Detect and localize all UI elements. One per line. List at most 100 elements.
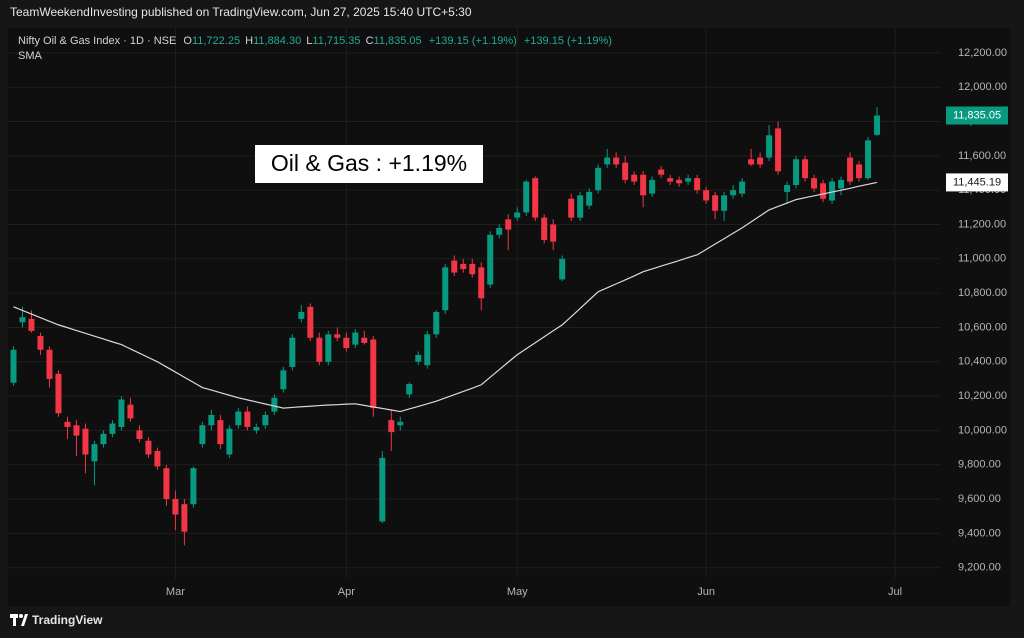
candle-body [649,179,656,194]
candle-body [244,411,251,427]
annotation-box [255,145,483,183]
candle-body [190,468,197,505]
candle-body [793,159,800,186]
candle-body [82,428,89,455]
indicator-name: SMA [18,50,43,62]
candle-body [676,179,683,184]
candle-body [217,420,224,445]
sma-tag [946,173,1008,192]
legend-key: L [306,35,312,47]
candle-body [757,157,764,165]
candle-body [730,190,737,196]
y-tick-label: 10,600.00 [958,321,1007,333]
brand: TradingView [32,613,103,627]
candle-body [505,219,512,230]
candle-body [748,159,755,165]
candle-body [613,157,620,165]
candle-body [352,332,359,345]
candle-body [28,318,35,331]
legend-value: 11,835.05 [374,35,422,47]
candle-body [55,373,62,414]
candle-body [298,312,305,319]
sma-line [13,181,878,413]
candle-body [487,234,494,285]
y-tick-label: 12,200.00 [958,47,1007,59]
candle-body [622,162,629,180]
y-tick-label: 9,400.00 [958,527,1001,539]
symbol-title: Nifty Oil & Gas Index · 1D · NSE [18,35,176,47]
candle-body [550,224,557,242]
candle-body [361,337,368,343]
x-tick-label: Mar [166,586,185,598]
candle-body [91,444,98,462]
legend-value: 11,722.25 [192,35,240,47]
candle-body [532,178,539,218]
candle-body [154,451,161,467]
candle-body [856,164,863,179]
y-tick-label: 9,800.00 [958,459,1001,471]
candle-body [577,195,584,218]
legend-value: 11,884.30 [253,35,301,47]
candle-body [829,181,836,201]
y-tick-label: 12,000.00 [958,81,1007,93]
candle-body [127,404,134,419]
candle-body [334,334,341,338]
candle-body [73,425,80,436]
candle-body [739,181,746,194]
candle-body [586,191,593,206]
candle-body [874,115,881,135]
candle-body [568,198,575,218]
marks [10,107,881,546]
candle-body [703,190,710,201]
tradingview-logo: TradingView [10,613,103,627]
candle-body [496,227,503,235]
change-label: +139.15 (+1.19%) [429,35,517,47]
candle-body [64,421,71,427]
candle-body [100,433,107,445]
candle-body [253,426,260,431]
candle-body [262,414,269,426]
legend: Nifty Oil & Gas Index · 1D · NSE O11,722… [18,35,612,47]
last-price-tag [946,106,1008,125]
candle-body [802,159,809,179]
candle-body [46,349,53,379]
candle-body [514,212,521,218]
candle-body [847,157,854,182]
candle-body [766,135,773,158]
candle-body [325,334,332,362]
candle-body [640,174,647,196]
candle-body [541,217,548,240]
candle-body [226,428,233,455]
candle-body [820,183,827,199]
candle-body [280,370,287,390]
candle-body [442,267,449,311]
last-price-label: 11,835.05 [953,109,1001,121]
y-tick-label: 10,200.00 [958,390,1007,402]
candle-body [343,337,350,349]
legend-key: H [245,35,253,47]
candle-body [271,397,278,412]
candle-body [775,128,782,172]
candle-body [163,468,170,500]
candle-body [397,421,404,426]
candle-body [694,178,701,191]
y-tick-label: 11,200.00 [958,218,1006,230]
candle-body [415,354,422,362]
candle-body [199,425,206,445]
candle-body [658,169,665,175]
candle-body [811,178,818,189]
candle-body [451,260,458,273]
candle-body [379,457,386,522]
candle-body [721,195,728,211]
y-tick-label: 11,600.00 [958,150,1006,162]
candle-body [406,384,413,395]
candle-body [865,140,872,179]
candle-body [109,423,116,434]
y-tick-label: 9,200.00 [958,562,1001,574]
candle-body [19,317,26,323]
annotation: Oil & Gas : +1.19% [271,150,467,176]
candle-body [478,267,485,299]
candle-body [316,337,323,362]
candle-body [469,263,476,275]
candle-body [523,181,530,213]
